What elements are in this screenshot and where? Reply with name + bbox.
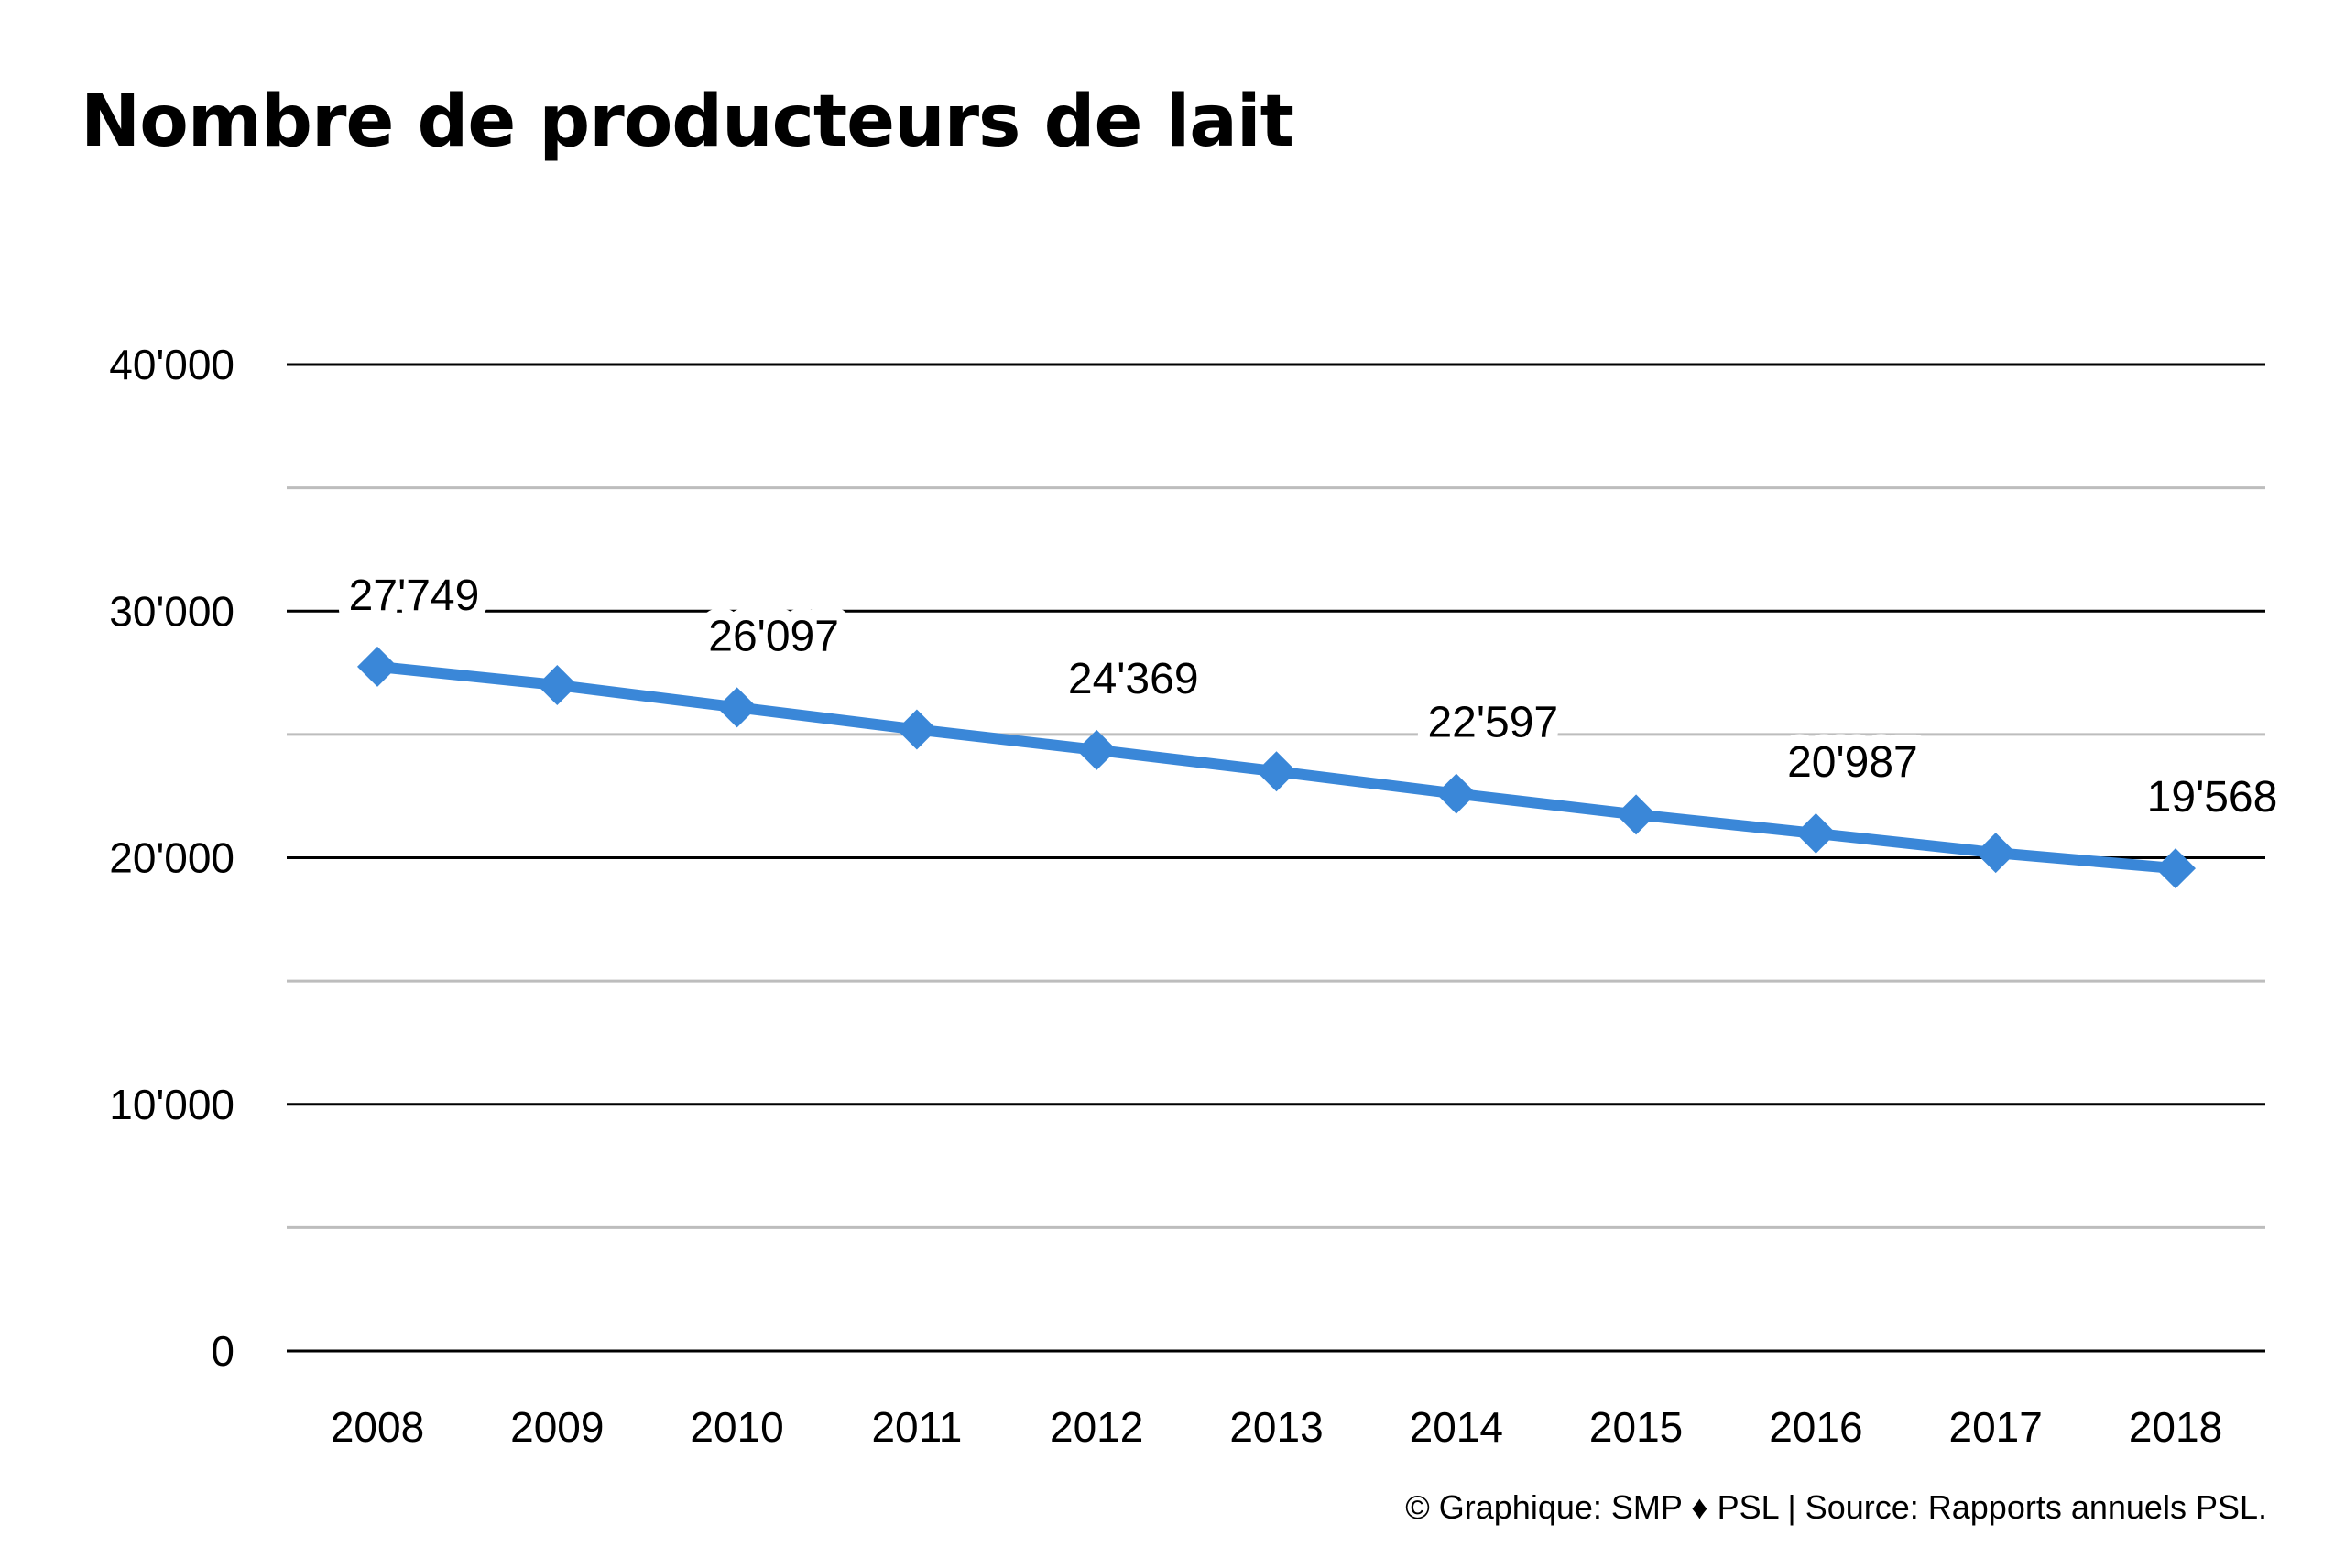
y-tick-label: 20'000 [109, 834, 234, 882]
data-point-marker [357, 646, 398, 687]
x-tick-label: 2008 [331, 1403, 424, 1451]
x-tick-label: 2010 [690, 1403, 783, 1451]
x-tick-label: 2014 [1410, 1403, 1503, 1451]
data-label: 22'597 [1427, 699, 1558, 747]
data-point-marker [537, 665, 578, 706]
y-tick-label: 0 [211, 1327, 234, 1375]
x-axis-tick-labels: 2008 2009 2010 2011 2012 2013 2014 2015 2016 2017… [331, 1403, 2222, 1451]
data-label: 26'097 [708, 612, 839, 660]
data-point-marker [1256, 751, 1297, 792]
y-axis-tick-labels: 0 10'000 20'000 30'000 40'000 [109, 341, 234, 1375]
x-tick-label: 2011 [871, 1403, 962, 1451]
x-tick-label: 2016 [1769, 1403, 1862, 1451]
data-point-marker [1435, 773, 1477, 814]
source-credit: © Graphique: SMP ♦ PSL | Source: Rapport… [1405, 1488, 2267, 1526]
x-tick-label: 2015 [1589, 1403, 1683, 1451]
data-point-marker [1076, 729, 1118, 770]
data-label: 19'568 [2147, 773, 2278, 822]
y-tick-label: 10'000 [109, 1081, 234, 1128]
x-tick-label: 2012 [1050, 1403, 1143, 1451]
data-label: 24'369 [1068, 655, 1199, 703]
data-point-marker [716, 687, 758, 728]
data-label: 27'749 [349, 572, 480, 620]
data-point-marker [2155, 848, 2196, 889]
y-tick-label: 40'000 [109, 341, 234, 388]
grid-lines [287, 363, 2265, 1353]
data-point-marker [1975, 833, 2016, 874]
data-label: 20'987 [1787, 738, 1918, 787]
x-tick-label: 2009 [510, 1403, 604, 1451]
x-tick-label: 2013 [1229, 1403, 1323, 1451]
data-point-marker [1795, 812, 1837, 854]
chart-title: Nombre de producteurs de lait [81, 81, 1294, 163]
x-tick-label: 2018 [2129, 1403, 2222, 1451]
y-tick-label: 30'000 [109, 587, 234, 635]
data-labels: 27'749 26'097 24'369 22'597 20'987 19'568 [337, 560, 2290, 833]
data-point-marker [896, 709, 937, 750]
series-markers [357, 646, 2196, 889]
x-tick-label: 2017 [1949, 1403, 2043, 1451]
data-point-marker [1616, 794, 1657, 835]
